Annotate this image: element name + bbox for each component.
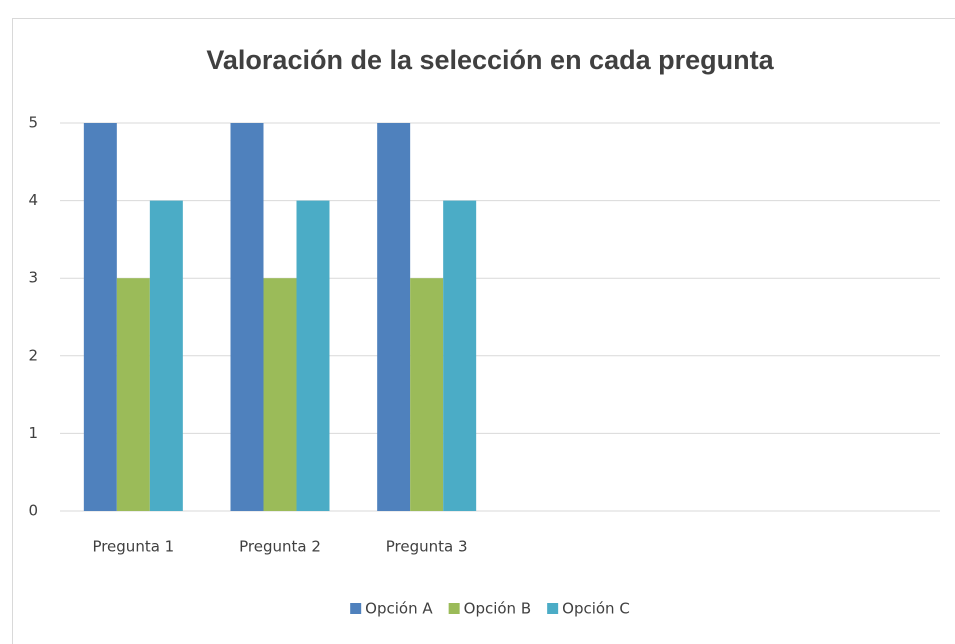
legend-label: Opción B (464, 600, 532, 618)
legend-swatch (350, 603, 362, 614)
bar (83, 123, 117, 511)
bar (230, 123, 264, 511)
x-tick-label: Pregunta 1 (92, 538, 174, 556)
y-tick-label: 1 (28, 424, 38, 442)
y-tick-label: 2 (28, 346, 38, 364)
bar (410, 278, 444, 511)
bar (149, 200, 183, 511)
bar (296, 200, 330, 511)
y-tick-label: 0 (28, 502, 38, 520)
legend-swatch (448, 603, 460, 614)
bar (443, 200, 477, 511)
legend-label: Opción A (365, 600, 433, 618)
legend-label: Opción C (562, 600, 630, 618)
y-tick-label: 4 (28, 191, 38, 209)
x-tick-label: Pregunta 3 (386, 538, 468, 556)
legend-swatch (547, 603, 559, 614)
bar (263, 278, 297, 511)
y-tick-label: 5 (28, 114, 38, 132)
chart-title: Valoración de la selección en cada pregu… (206, 45, 774, 75)
bar (116, 278, 150, 511)
x-tick-label: Pregunta 2 (239, 538, 321, 556)
y-tick-label: 3 (28, 269, 38, 287)
bar (377, 123, 411, 511)
